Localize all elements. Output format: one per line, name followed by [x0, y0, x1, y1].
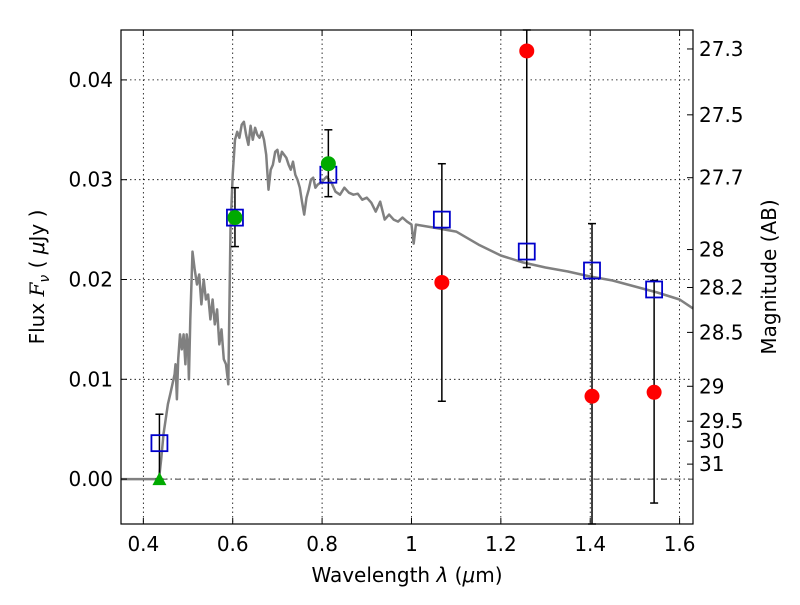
y-tick-label: 0.01	[68, 367, 113, 391]
model-flux-square	[517, 242, 536, 261]
tick-label-layer: 0.4 0.6 0.8 1 1.2 1.4 1.6 0.00 0.01 0.02 0.03 0.04 2…	[68, 37, 743, 556]
x-tick-label: 1.2	[485, 532, 517, 556]
detection-point	[320, 156, 336, 172]
mag-tick-label: 27.3	[699, 37, 744, 61]
model-flux-square	[583, 261, 601, 280]
low-snr-point	[519, 43, 535, 59]
x-tick-label: 0.4	[127, 532, 159, 556]
low-snr-point	[646, 384, 662, 400]
y-tick-label: 0.00	[68, 467, 113, 491]
model-flux-square	[226, 208, 244, 227]
model-flux-square	[150, 434, 169, 453]
detection-point	[227, 210, 243, 226]
mag-tick-label: 29	[699, 374, 724, 398]
mag-tick-label: 30	[699, 429, 724, 453]
mag-tick-label: 27.7	[699, 166, 744, 190]
mag-tick-label: 29.5	[699, 409, 744, 433]
model-flux-square	[645, 280, 664, 299]
y2-axis-label: Magnitude (AB)	[757, 199, 781, 354]
model-flux-square	[432, 210, 451, 229]
x-tick-label: 1.6	[664, 532, 696, 556]
y-tick-label: 0.02	[68, 267, 113, 291]
x-axis-label: Wavelength λ (μm)	[311, 563, 502, 587]
mag-tick-label: 31	[699, 452, 724, 476]
x-tick-label: 1.4	[574, 532, 606, 556]
y-axis-label: Flux Fν ( μJy )	[25, 210, 53, 345]
low-snr-point	[584, 388, 600, 404]
blue-band-triangle	[152, 472, 167, 486]
sed-model-line	[121, 120, 694, 481]
model-layer	[121, 120, 694, 481]
marker-layer	[150, 43, 664, 486]
x-tick-label: 1	[405, 532, 418, 556]
mag-tick-label: 28	[699, 238, 724, 262]
mag-tick-label: 28.2	[699, 275, 744, 299]
mag-tick-label: 27.5	[699, 103, 744, 127]
grid-layer	[121, 30, 693, 524]
mag-tick-label: 28.5	[699, 320, 744, 344]
low-snr-point	[434, 274, 450, 290]
x-tick-label: 0.6	[217, 532, 249, 556]
tick-layer	[121, 30, 693, 524]
y-tick-label: 0.03	[68, 168, 113, 192]
x-tick-label: 0.8	[306, 532, 338, 556]
y-tick-label: 0.04	[68, 68, 113, 92]
plot-frame	[120, 29, 694, 525]
